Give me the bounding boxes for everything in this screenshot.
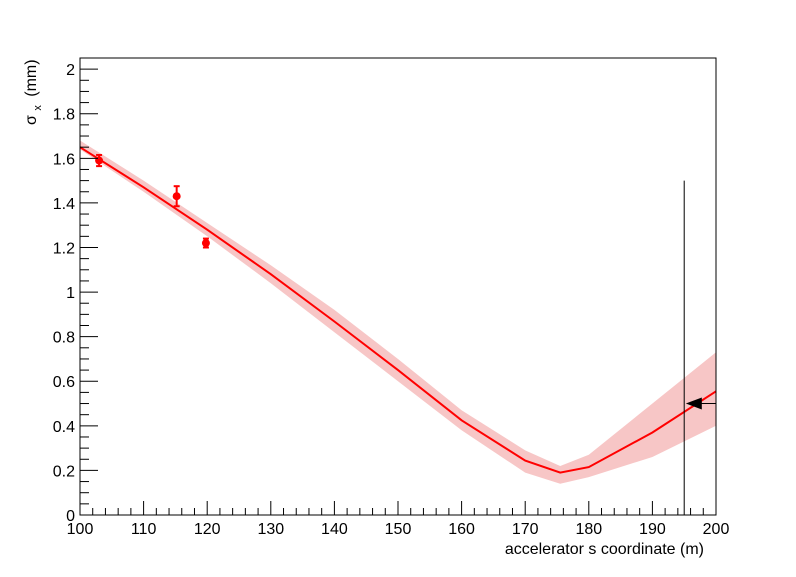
reference-marker-layer [683,180,716,515]
y-tick-label: 1.2 [53,240,75,257]
y-axis-label-symbol: σ [23,115,40,125]
y-tick-label: 1.6 [53,151,75,168]
error-band-layer [80,140,716,484]
y-tick-label: 0.8 [53,330,75,347]
y-tick-label: 1.4 [53,196,75,213]
axes-layer: 100 110 120 130 140 150 160 170 180 190 200 0 0.2 0.4… [53,57,730,538]
error-band [80,140,716,484]
x-tick-label: 150 [385,521,412,538]
x-tick-label: 200 [703,521,730,538]
data-points-layer [95,153,210,249]
y-tick-label: 0.4 [53,419,75,436]
y-tick-label: 0 [66,508,75,525]
x-tick-label: 140 [321,521,348,538]
x-tick-label: 100 [67,521,94,538]
x-tick-label: 180 [575,521,602,538]
x-tick-label: 160 [448,521,475,538]
x-tick-label: 120 [194,521,221,538]
y-axis-label-subscript: x [32,105,44,111]
y-tick-label: 0.2 [53,463,75,480]
x-tick-label: 110 [131,521,157,538]
reference-triangle-marker [685,397,702,410]
fit-line-layer [79,146,717,474]
x-tick-label: 170 [512,521,539,538]
fit-line [79,146,717,474]
y-axis-label: σ x (mm) [23,59,45,125]
data-point [172,192,181,201]
data-point [201,239,210,248]
y-tick-label: 0.6 [53,374,75,391]
y-tick-label: 1.8 [53,107,75,124]
y-tick-label: 2 [66,62,75,79]
x-axis-label: accelerator s coordinate (m) [505,541,704,558]
x-tick-label: 190 [639,521,666,538]
y-tick-label: 1 [66,285,75,302]
x-tick-label: 130 [257,521,284,538]
y-axis-label-unit: (mm) [23,59,40,96]
data-point [95,156,104,165]
